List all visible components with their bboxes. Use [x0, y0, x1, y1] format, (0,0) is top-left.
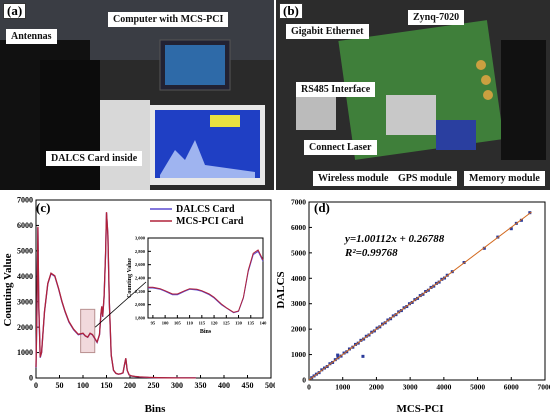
panel-label-a: (a) [3, 3, 27, 19]
chart-d-ytick-label: 1000 [291, 350, 306, 359]
chart-d-xtick-label: 2000 [369, 383, 384, 392]
chart-d-ytick-label: 7000 [291, 198, 306, 207]
legend-label: DALCS Card [176, 204, 235, 215]
callout-antennas: Antennas [6, 29, 57, 44]
inset-ytick-label: 2,400 [135, 276, 146, 281]
inset-xtick-label: 115 [199, 321, 206, 326]
chart-d-xtick-label: 3000 [403, 383, 418, 392]
inset-xtick-label: 100 [162, 321, 170, 326]
inset-ylabel: Counting Value [127, 258, 133, 298]
callout-zynq: Zynq-7020 [408, 10, 465, 25]
inset-ytick-label: 2,200 [135, 289, 146, 294]
chart-d-frame [308, 201, 546, 381]
callout-dalcs: DALCS Card inside [46, 151, 143, 166]
scatter-point [336, 353, 340, 357]
callout-memory: Memory module [464, 171, 545, 186]
panel-label-c: (c) [36, 200, 50, 215]
chart-c-ylabel: Counting Value [2, 253, 14, 326]
scatter-point [509, 227, 513, 231]
callout-ethernet: Gigabit Ethernet [286, 24, 369, 39]
chart-d-xtick-label: 6000 [504, 383, 519, 392]
chart-c-ytick-label: 3000 [17, 297, 33, 306]
chart-c-ytick-label: 4000 [17, 272, 33, 281]
zoom-arrow [94, 281, 147, 328]
chart-c-ytick-label: 7000 [17, 196, 33, 205]
chart-c-ytick-label: 0 [29, 374, 33, 383]
photo-panel-b: (b) Gigabit Ethernet Zynq-7020 RS485 Int… [276, 0, 550, 190]
scatter-point [519, 218, 523, 222]
inset-ytick-label: 1,800 [135, 316, 146, 321]
fit-line [308, 211, 532, 381]
chart-c-xtick-label: 0 [34, 381, 38, 390]
chart-d-equation: y=1.00112x + 0.26788 [343, 233, 445, 245]
chart-d-ytick-label: 0 [302, 376, 306, 385]
inset-ytick-label: 2,800 [135, 249, 146, 254]
inset-ytick-label: 2,600 [135, 262, 146, 267]
chart-c-xlabel: Bins [145, 403, 167, 415]
chart-c-xtick-label: 500 [265, 381, 275, 390]
callout-rs485: RS485 Interface [296, 82, 376, 97]
inset-xtick-label: 125 [223, 321, 231, 326]
chart-c-xtick-label: 100 [77, 381, 89, 390]
chart-d-ytick-label: 6000 [291, 223, 306, 232]
photo-panel-a: (a) Computer with MCS-PCI Antennas DALCS… [0, 0, 274, 190]
panel-label-b: (b) [279, 3, 303, 19]
inset-xtick-label: 140 [260, 321, 268, 326]
inset-xtick-label: 95 [151, 321, 156, 326]
chart-d-xlabel: MCS-PCI [396, 403, 443, 415]
chart-c-xtick-label: 150 [101, 381, 113, 390]
chart-c-xtick-label: 300 [171, 381, 183, 390]
zoom-region [80, 308, 96, 354]
legend-label: MCS-PCI Card [176, 216, 244, 227]
photo-a-scene [0, 0, 274, 190]
chart-c-xtick-label: 400 [218, 381, 230, 390]
inset-series-line-mcs-pci [148, 249, 264, 313]
chart-c-xtick-label: 450 [242, 381, 254, 390]
chart-d-ytick-label: 4000 [291, 274, 306, 283]
inset-xtick-label: 120 [211, 321, 219, 326]
chart-c-ytick-label: 1000 [17, 348, 33, 357]
chart-d: (d) MCS-PCI DALCS y=1.00112x + 0.26788 R… [275, 198, 550, 416]
inset-xlabel: Bins [200, 329, 212, 335]
scatter-point [361, 354, 365, 358]
panel-label-d: (d) [314, 200, 330, 215]
chart-d-xtick-label: 5000 [470, 383, 485, 392]
callout-wireless: Wireless module [313, 171, 394, 186]
chart-c-ytick-label: 2000 [17, 323, 33, 332]
chart-d-ytick-label: 2000 [291, 325, 306, 334]
inset-ytick-label: 2,000 [135, 302, 146, 307]
chart-c-xtick-label: 350 [195, 381, 207, 390]
inset-xtick-label: 110 [186, 321, 193, 326]
chart-d-ytick-label: 5000 [291, 248, 306, 257]
callout-laser: Connect Laser [304, 140, 377, 155]
chart-c-xtick-label: 250 [148, 381, 160, 390]
chart-d-xtick-label: 7000 [538, 383, 550, 392]
chart-d-r2: R²=0.99768 [344, 247, 398, 259]
inset-xtick-label: 130 [235, 321, 243, 326]
callout-gps: GPS module [393, 171, 457, 186]
chart-c: (c) Bins Counting Value 0 50 100 150 200 250 3… [2, 196, 275, 415]
chart-c-ytick-label: 5000 [17, 247, 33, 256]
chart-d-ylabel: DALCS [275, 271, 287, 308]
inset-xtick-label: 105 [174, 321, 182, 326]
scatter-point [482, 246, 486, 250]
chart-d-ytick-label: 3000 [291, 299, 306, 308]
chart-d-xtick-label: 4000 [436, 383, 451, 392]
inset-ytick-label: 3,000 [135, 236, 146, 241]
chart-c-ytick-label: 6000 [17, 221, 33, 230]
chart-d-xtick-label: 1000 [335, 383, 350, 392]
inset-xtick-label: 135 [247, 321, 255, 326]
callout-computer: Computer with MCS-PCI [108, 12, 229, 27]
chart-c-xtick-label: 200 [124, 381, 136, 390]
series-line-mcs-pci [35, 212, 196, 379]
chart-c-xtick-label: 50 [56, 381, 64, 390]
chart-d-xtick-label: 0 [307, 383, 311, 392]
